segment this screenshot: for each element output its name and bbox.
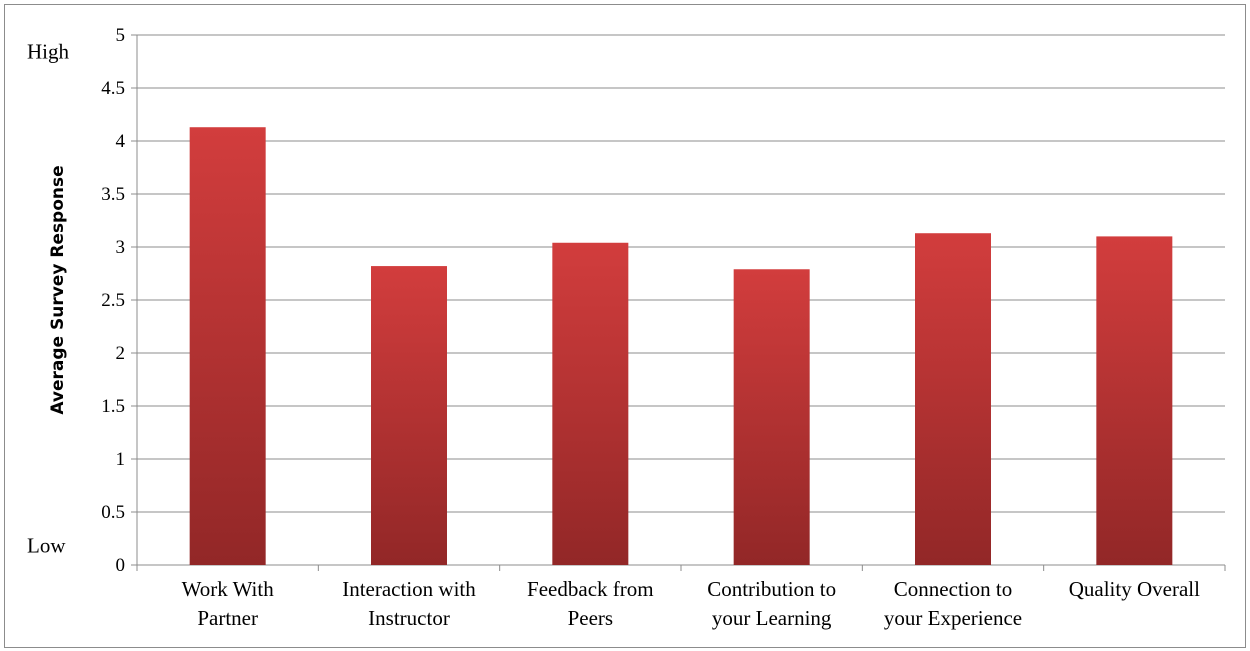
bars [189, 127, 1173, 565]
y-low-label: Low [27, 533, 66, 557]
y-tick-label: 3 [116, 237, 126, 258]
y-tick-label: 1.5 [101, 396, 125, 417]
bar [1096, 236, 1173, 565]
x-category-label: Work With Partner [182, 577, 275, 630]
gridlines [131, 34, 1226, 571]
bar [915, 233, 991, 565]
y-tick-label: 1 [116, 449, 126, 470]
x-category-label: Quality Overall [1069, 577, 1200, 601]
bar [552, 242, 629, 565]
y-tick-label: 0 [116, 555, 126, 576]
y-high-label: High [27, 39, 70, 63]
y-axis-title: Average Survey Response [48, 165, 68, 414]
x-category-label: Interaction with Instructor [342, 577, 476, 630]
bar [189, 127, 266, 565]
y-tick-label: 4.5 [101, 78, 125, 99]
x-category-label: Contribution to your Learning [707, 577, 836, 630]
y-tick-label: 4 [116, 131, 126, 152]
y-tick-label: 2 [116, 343, 126, 364]
bar [371, 266, 447, 565]
bar [733, 269, 810, 565]
x-category-label: Connection to your Experience [884, 577, 1022, 630]
y-tick-label: 2.5 [101, 290, 125, 311]
chart-frame: 0 0.5 1 1.5 2 2.5 3 3.5 4 4.5 5 Work With Partner In… [4, 4, 1246, 648]
y-tick-label: 5 [116, 25, 126, 46]
bar-chart: 0 0.5 1 1.5 2 2.5 3 3.5 4 4.5 5 Work With Partner In… [27, 25, 1226, 630]
x-axis-categories: Work With Partner Interaction with Instruct… [182, 577, 1201, 630]
y-axis-ticks: 0 0.5 1 1.5 2 2.5 3 3.5 4 4.5 5 [101, 25, 125, 576]
y-tick-label: 0.5 [101, 502, 125, 523]
y-tick-label: 3.5 [101, 184, 125, 205]
x-category-label: Feedback from Peers [527, 577, 654, 630]
